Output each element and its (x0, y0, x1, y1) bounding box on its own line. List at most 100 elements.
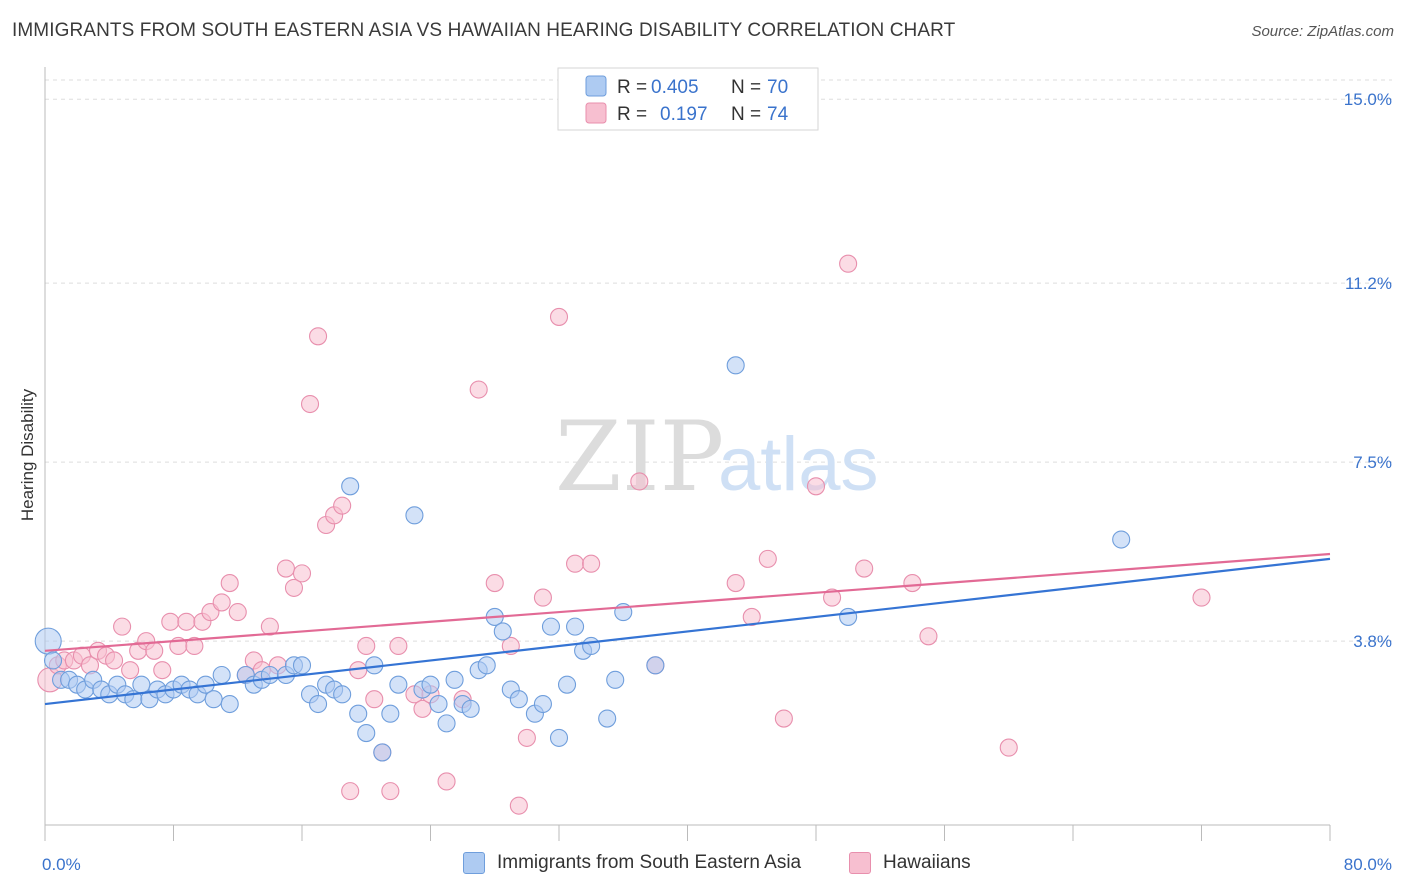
point-hawaiians (357, 636, 376, 656)
legend-top: R = 0.405 N = 70 R = 0.197 N = 74 (557, 67, 819, 131)
x-tick-label-min: 0.0% (42, 855, 81, 874)
point-sea (389, 675, 408, 694)
y-tick-label: 7.5% (1353, 453, 1392, 472)
grid-lines (45, 79, 1392, 642)
point-sea (509, 690, 528, 709)
legend-swatch-sea-bottom (463, 852, 485, 874)
point-sea (405, 506, 424, 525)
legend-r-value-2: 0.197 (660, 104, 708, 125)
point-hawaiians (284, 578, 304, 597)
point-hawaiians (185, 636, 204, 656)
point-sea (341, 477, 360, 496)
point-hawaiians (517, 728, 536, 747)
point-sea (598, 709, 617, 728)
legend-n-value-2: 74 (767, 104, 789, 125)
point-hawaiians (533, 588, 552, 607)
point-hawaiians (300, 394, 320, 414)
point-sea (461, 699, 480, 718)
legend-bottom: Immigrants from South Eastern Asia Hawai… (0, 852, 1406, 878)
point-hawaiians (806, 477, 826, 496)
legend-swatch-sea (585, 75, 607, 97)
point-hawaiians (1192, 588, 1211, 607)
legend-swatch-hawaiians (585, 102, 607, 124)
y-tick-label: 11.2% (1345, 274, 1392, 293)
legend-item-hawaiians: Hawaiians (849, 852, 971, 874)
point-hawaiians (469, 380, 488, 399)
point-sea (437, 714, 456, 733)
point-hawaiians (742, 607, 761, 626)
point-sea (566, 617, 585, 636)
point-hawaiians (903, 574, 922, 593)
y-tick-label: 15.0% (1344, 90, 1392, 109)
point-sea (839, 607, 858, 626)
legend-n-label-1: N = (731, 77, 761, 98)
point-hawaiians (726, 574, 745, 593)
point-sea (421, 675, 440, 694)
point-sea (606, 670, 625, 689)
legend-label-sea: Immigrants from South Eastern Asia (497, 852, 802, 873)
legend-r-value-1: 0.405 (651, 77, 699, 98)
point-sea (549, 728, 569, 747)
point-sea (726, 356, 745, 375)
series-hawaiians-points (37, 254, 1211, 815)
point-hawaiians (919, 627, 938, 646)
point-hawaiians (758, 549, 777, 568)
legend-swatch-hawaiians-bottom (849, 852, 871, 874)
point-hawaiians (341, 782, 360, 801)
point-hawaiians (153, 661, 172, 680)
legend-n-label-2: N = (731, 104, 761, 125)
point-sea (1112, 530, 1131, 549)
point-sea (333, 685, 352, 704)
point-hawaiians (260, 617, 279, 636)
point-sea (220, 694, 239, 714)
trend-line-hawaiians (44, 552, 1331, 652)
point-hawaiians (228, 603, 247, 622)
watermark-zip: ZIP (555, 401, 724, 513)
watermark-atlas: atlas (718, 422, 879, 507)
point-hawaiians (566, 554, 585, 573)
point-hawaiians (582, 554, 601, 573)
point-sea (429, 694, 448, 714)
y-tick-label: 3.8% (1353, 632, 1392, 651)
y-axis-label: Hearing Disability (18, 388, 37, 521)
point-sea (381, 704, 400, 723)
point-hawaiians (437, 772, 456, 791)
point-sea (309, 694, 328, 714)
point-hawaiians (121, 661, 140, 680)
point-hawaiians (212, 593, 231, 612)
point-sea (204, 690, 223, 709)
point-sea (357, 724, 376, 743)
legend-label-hawaiians: Hawaiians (883, 852, 971, 873)
source-label: Source: ZipAtlas.com (1251, 23, 1394, 40)
point-hawaiians (309, 327, 328, 346)
point-hawaiians (630, 472, 649, 491)
point-hawaiians (999, 738, 1018, 757)
point-sea (373, 743, 392, 762)
point-sea (292, 656, 312, 675)
trend-line-sea (44, 557, 1331, 706)
point-hawaiians (389, 636, 408, 656)
point-hawaiians (549, 307, 569, 326)
trend-lines (44, 552, 1331, 706)
point-sea (582, 636, 601, 656)
series-sea-points (34, 356, 1131, 762)
point-hawaiians (839, 254, 858, 273)
point-hawaiians (145, 641, 164, 660)
point-hawaiians (509, 796, 528, 815)
point-hawaiians (276, 559, 295, 578)
point-hawaiians (365, 690, 384, 709)
point-sea (646, 656, 665, 675)
point-hawaiians (823, 588, 842, 607)
chart-title: IMMIGRANTS FROM SOUTH EASTERN ASIA VS HA… (12, 20, 956, 41)
legend-r-label-1: R = (617, 77, 647, 98)
point-hawaiians (381, 782, 400, 801)
point-sea (260, 665, 279, 685)
point-hawaiians (292, 564, 312, 583)
x-tick-label-max: 80.0% (1344, 855, 1392, 874)
point-sea (477, 656, 496, 675)
point-sea (541, 617, 561, 636)
point-sea (557, 675, 577, 694)
axes (44, 67, 1331, 841)
point-hawaiians (333, 496, 352, 515)
